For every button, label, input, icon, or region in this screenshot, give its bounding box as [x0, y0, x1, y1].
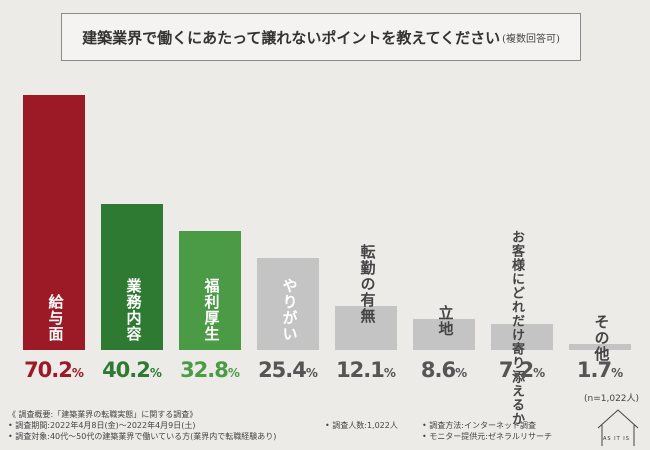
value-number: 7.2 [498, 358, 534, 382]
category-label-line: その他 [592, 313, 611, 362]
bar-3 [257, 257, 319, 350]
sample-size-note: (n=1,022人) [584, 394, 640, 404]
value-label-6: 7.2% [485, 358, 559, 382]
value-unit: % [227, 366, 240, 380]
value-unit: % [71, 366, 84, 380]
category-label-line: 業務内容 [124, 278, 143, 342]
chart-title-box: 建築業界で働くにあたって譲れないポイントを教えてください (複数回答可) [61, 13, 581, 61]
category-label-2: 福利厚生 [202, 278, 223, 342]
value-number: 8.6 [420, 358, 456, 382]
category-label-4: 転勤の有無 [358, 244, 379, 324]
value-label-4: 12.1% [329, 358, 403, 382]
category-label-line: お客様にどれだけ [509, 229, 524, 342]
value-label-0: 70.2% [17, 358, 91, 382]
value-number: 70.2 [24, 358, 73, 382]
category-label-line: 立地 [436, 304, 455, 337]
category-label-5: 立地 [436, 305, 457, 337]
category-label-1: 業務内容 [124, 278, 145, 342]
bar-7 [569, 343, 631, 350]
survey-method: • 調査方法:インターネット調査 [422, 421, 536, 430]
bar-6 [491, 323, 553, 350]
survey-period: • 調査期間:2022年4月8日(金)〜2022年4月9日(土) [8, 421, 196, 430]
survey-footer: 《 調査概要:「建築業界の転職実態」に関する調査》 • 調査期間:2022年4月… [8, 409, 276, 442]
value-number: 25.4 [258, 358, 307, 382]
category-label-line: 給与面 [46, 294, 65, 342]
value-label-2: 32.8% [173, 358, 247, 382]
category-label-line: 寄り添えるか [509, 341, 524, 426]
value-label-3: 25.4% [251, 358, 325, 382]
category-label-line: やりがい [280, 278, 299, 342]
value-label-1: 40.2% [95, 358, 169, 382]
value-number: 40.2 [102, 358, 151, 382]
category-label-line: 福利厚生 [202, 278, 221, 342]
logo-text: AS IT IS [603, 436, 630, 442]
bar-5 [413, 318, 475, 350]
category-label-line: 転勤の有無 [358, 244, 377, 325]
value-number: 12.1 [336, 358, 385, 382]
bar-2 [179, 230, 241, 350]
bar-0 [23, 95, 85, 350]
value-unit: % [383, 366, 396, 380]
category-label-6: お客様にどれだけ寄り添えるか [507, 230, 526, 426]
category-label-0: 給与面 [46, 294, 67, 342]
survey-monitor: • モニター提供元:ゼネラルリサーチ [422, 432, 552, 441]
bar-4 [335, 306, 397, 350]
survey-overview: 《 調査概要:「建築業界の転職実態」に関する調査》 [8, 410, 198, 419]
survey-method-col: • 調査方法:インターネット調査 • モニター提供元:ゼネラルリサーチ [422, 420, 552, 442]
value-unit: % [611, 366, 624, 380]
logo-house-icon [597, 409, 639, 446]
value-label-5: 8.6% [407, 358, 481, 382]
survey-respondents: • 調査人数:1,022人 [325, 421, 398, 430]
chart-title: 建築業界で働くにあたって譲れないポイントを教えてください [82, 28, 501, 47]
chart-subtitle: (複数回答可) [502, 33, 560, 45]
value-unit: % [149, 366, 162, 380]
value-unit: % [305, 366, 318, 380]
bar-1 [101, 203, 163, 350]
value-unit: % [455, 366, 468, 380]
value-label-7: 1.7% [563, 358, 637, 382]
value-unit: % [533, 366, 546, 380]
value-number: 1.7 [576, 358, 612, 382]
category-label-7: その他 [592, 314, 613, 362]
survey-target: • 調査対象:40代〜50代の建築業界で働いている方(業界内で転職経験あり) [8, 432, 277, 441]
value-number: 32.8 [180, 358, 229, 382]
category-label-3: やりがい [280, 278, 301, 342]
